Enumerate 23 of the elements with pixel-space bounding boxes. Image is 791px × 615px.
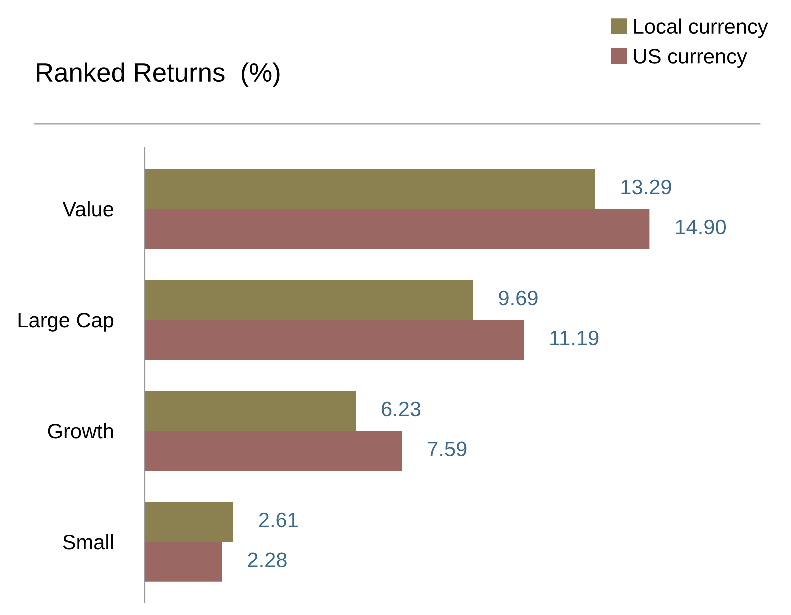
data-label: 6.23 <box>382 402 421 417</box>
legend-label: Local currency <box>634 18 768 38</box>
bar <box>145 430 402 471</box>
y-tick-label: Value <box>62 201 114 217</box>
bar <box>145 542 222 582</box>
data-label: 13.29 <box>622 180 672 195</box>
y-tick-label: Growth <box>48 423 114 439</box>
data-label: 2.28 <box>248 552 287 568</box>
bar <box>145 391 356 431</box>
bar <box>145 209 650 249</box>
y-tick-label: Small <box>63 534 114 550</box>
data-label: 7.59 <box>428 442 467 457</box>
data-label: 2.61 <box>259 512 298 528</box>
data-label: 9.69 <box>499 290 538 306</box>
data-label: 14.90 <box>676 220 726 235</box>
bar <box>145 169 596 210</box>
bar <box>145 280 474 320</box>
bar <box>145 502 234 542</box>
legend-label: US currency <box>634 49 748 68</box>
data-label: 11.19 <box>550 330 599 346</box>
chart-title: Ranked Returns (%) <box>37 62 280 88</box>
y-tick-label: Large Cap <box>18 313 114 332</box>
bar <box>145 320 524 360</box>
